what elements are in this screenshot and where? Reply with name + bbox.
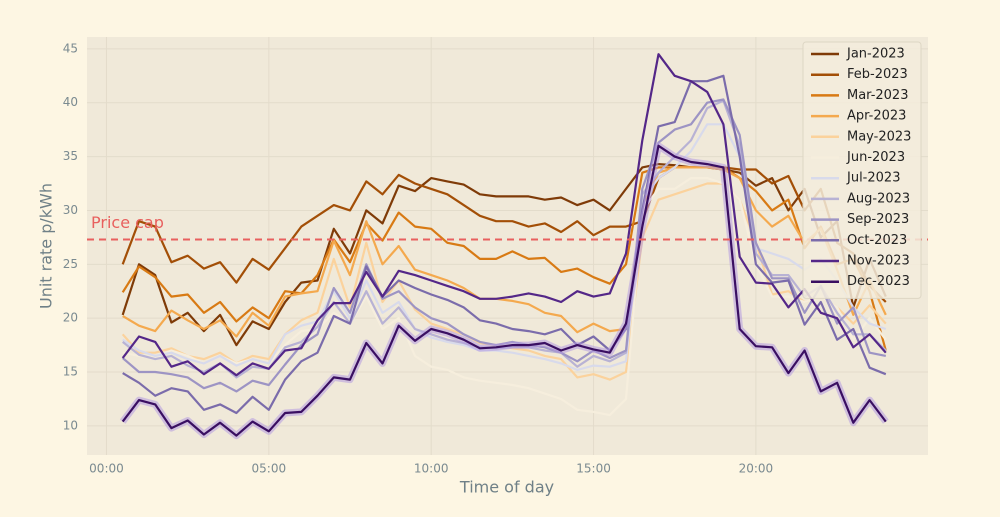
legend-label: Jul-2023 [846, 171, 900, 186]
y-tick-label: 10 [63, 418, 78, 432]
legend-label: Aug-2023 [847, 191, 910, 206]
x-tick-label: 05:00 [252, 462, 287, 476]
legend-label: May-2023 [847, 129, 911, 144]
series-line [121, 144, 887, 437]
x-tick-label: 10:00 [414, 462, 449, 476]
x-axis-label: Time of day [459, 478, 554, 497]
legend-label: Jan-2023 [846, 47, 905, 62]
x-tick-label: 00:00 [89, 462, 124, 476]
series-line [121, 166, 887, 303]
legend-label: Jun-2023 [846, 150, 905, 165]
series-line [122, 166, 887, 338]
y-tick-label: 15 [63, 365, 78, 379]
legend-label: Apr-2023 [847, 109, 906, 124]
y-tick-label: 20 [63, 311, 78, 325]
series-line [121, 166, 887, 351]
legend-label: Sep-2023 [847, 212, 909, 227]
y-tick-label: 45 [63, 41, 78, 55]
legend-label: Feb-2023 [847, 67, 908, 82]
series-line [122, 74, 887, 415]
y-tick-label: 25 [63, 257, 78, 271]
y-tick-label: 35 [63, 149, 78, 163]
legend-label: Nov-2023 [847, 254, 910, 269]
legend-box [802, 41, 922, 299]
y-axis-label: Unit rate p/kWh [37, 183, 56, 309]
legend: Jan-2023 Feb-2023 Mar-2023 Apr-2023 May-2023… [802, 41, 922, 299]
x-tick-label: 20:00 [739, 462, 774, 476]
y-tick-label: 40 [63, 95, 78, 109]
price-cap-label: Price cap [91, 213, 164, 232]
plot-area [87, 37, 928, 455]
y-tick-label: 30 [63, 203, 78, 217]
series-line [121, 53, 887, 377]
legend-label: Oct-2023 [847, 233, 907, 248]
legend-label: Mar-2023 [847, 88, 908, 103]
x-tick-label: 15:00 [576, 462, 611, 476]
legend-label: Dec-2023 [847, 274, 910, 289]
series-line [121, 163, 887, 347]
